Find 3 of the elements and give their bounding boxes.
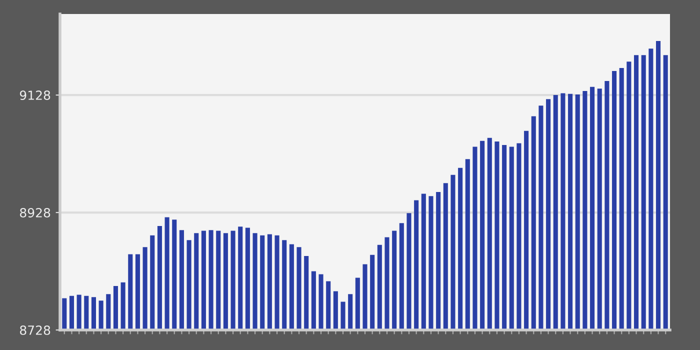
y-tick-label: 8928 xyxy=(20,208,50,218)
y-tick-label: 9128 xyxy=(20,90,50,100)
y-tick-label: 8728 xyxy=(20,325,50,335)
